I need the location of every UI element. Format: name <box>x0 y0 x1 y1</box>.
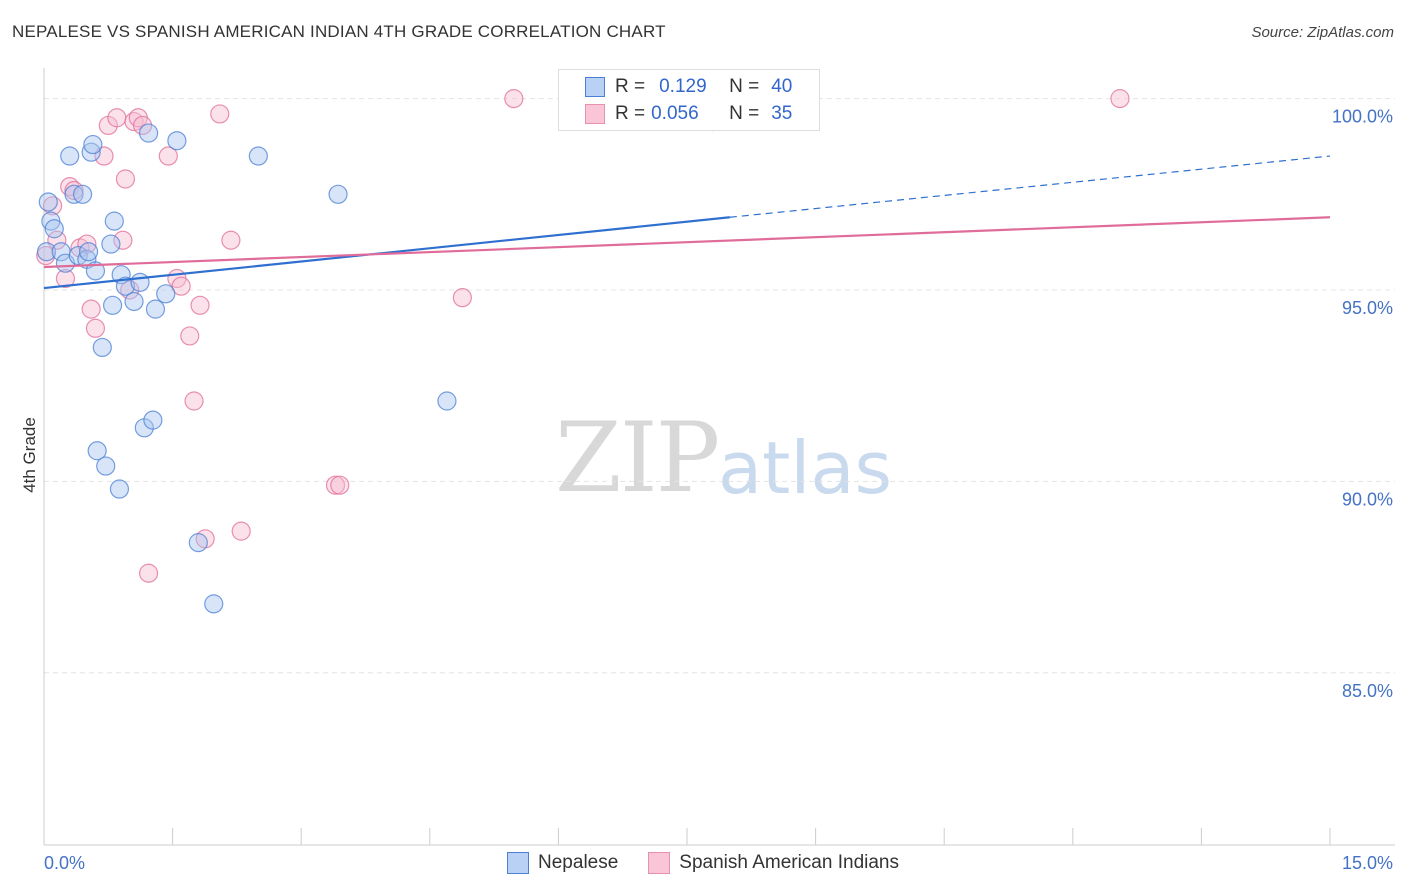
watermark-atlas: atlas <box>718 426 892 510</box>
x-tick-labels: 0.0% 15.0% <box>44 853 1393 873</box>
legend-n-value: 40 <box>771 76 793 97</box>
legend-n-value: 35 <box>771 103 793 124</box>
legend-item-spanish-american-indians[interactable]: Spanish American Indians <box>648 852 899 874</box>
legend-swatch-nepalese <box>585 77 605 97</box>
spanish-american-indians-point <box>107 108 127 128</box>
nepalese-point <box>83 134 103 155</box>
legend-n-label: N = <box>729 103 760 124</box>
nepalese-point <box>145 299 166 319</box>
source-credit: Source: ZipAtlas.com <box>1251 24 1394 41</box>
nepalese-point <box>81 142 101 162</box>
nepalese-point <box>138 123 159 143</box>
y-tick-label: 90.0% <box>1342 489 1393 509</box>
y-tick-label: 85.0% <box>1342 681 1393 701</box>
spanish-american-indians-point <box>85 318 106 338</box>
spanish-american-indians-trend-line <box>43 216 1331 269</box>
chart-title: NEPALESE VS SPANISH AMERICAN INDIAN 4TH … <box>12 22 666 41</box>
spanish-american-indians-point <box>55 268 76 289</box>
spanish-american-indians-point <box>81 299 101 319</box>
spanish-american-indians-point <box>330 475 350 495</box>
series-legend: Nepalese Spanish American Indians <box>0 852 1406 874</box>
y-axis-label: 4th Grade <box>20 417 39 493</box>
nepalese-point <box>248 146 268 166</box>
spanish-american-indians-point <box>452 288 472 308</box>
legend-swatch-spanish-american-indians <box>585 104 605 124</box>
spanish-american-indians-point <box>94 146 114 166</box>
spanish-american-indians-point <box>221 230 241 250</box>
nepalese-point <box>96 456 116 476</box>
spanish-american-indians-point <box>504 89 524 109</box>
nepalese-point <box>92 337 112 358</box>
spanish-american-indians-point <box>325 475 346 495</box>
y-tick-label: 95.0% <box>1342 298 1393 318</box>
nepalese-point <box>36 242 57 262</box>
spanish-american-indians-point <box>210 104 230 124</box>
legend-label-spanish-american-indians: Spanish American Indians <box>679 852 899 873</box>
nepalese-point <box>85 261 106 281</box>
nepalese-point <box>60 146 80 166</box>
nepalese-point <box>156 284 176 304</box>
spanish-american-indians-point <box>171 276 191 296</box>
legend-item-nepalese[interactable]: Nepalese <box>507 852 618 874</box>
spanish-american-indians-point <box>1110 89 1130 109</box>
nepalese-point <box>102 295 123 315</box>
legend-n-label: N = <box>729 76 760 97</box>
legend-row-spanish-american-indians: R = 0.056 N = 35 <box>585 101 792 127</box>
nepalese-point <box>38 192 58 212</box>
spanish-american-indians-point <box>158 146 178 166</box>
nepalese-point <box>44 219 64 239</box>
trend-lines <box>43 155 1331 290</box>
nepalese-point <box>167 131 187 151</box>
nepalese-point <box>188 533 208 553</box>
stats-legend: R = 0.129 N = 40 R = 0.056 N = 35 <box>558 69 820 131</box>
spanish-american-indians-point <box>184 391 204 411</box>
spanish-american-indians-point <box>231 521 251 541</box>
nepalese-point <box>204 594 224 614</box>
data-points <box>36 89 1130 614</box>
gridlines <box>44 98 1395 674</box>
nepalese-point <box>109 479 130 499</box>
legend-row-nepalese: R = 0.129 N = 40 <box>585 74 792 100</box>
legend-r-label: R = <box>615 103 646 124</box>
spanish-american-indians-point <box>132 115 153 136</box>
spanish-american-indians-point <box>138 563 159 583</box>
axes <box>43 68 1395 846</box>
legend-label-nepalese: Nepalese <box>538 852 619 873</box>
watermark-zip: ZIP <box>555 402 720 514</box>
y-tick-label: 100.0% <box>1332 107 1393 127</box>
nepalese-point <box>72 184 93 204</box>
nepalese-point <box>104 211 124 231</box>
nepalese-point <box>328 184 348 204</box>
spanish-american-indians-point <box>190 295 210 315</box>
legend-r-value: 0.056 <box>651 103 699 124</box>
legend-swatch-nepalese <box>507 852 530 874</box>
nepalese-point <box>101 234 121 254</box>
x-tick-label: 15.0% <box>1342 853 1393 873</box>
legend-swatch-spanish-american-indians <box>648 852 671 874</box>
nepalese-point <box>115 276 136 296</box>
nepalese-point <box>87 441 107 461</box>
nepalese-point <box>124 291 144 312</box>
nepalese-point <box>130 272 150 292</box>
nepalese-point <box>78 242 99 262</box>
legend-r-label: R = <box>615 76 646 97</box>
legend-r-value: 0.129 <box>659 76 707 97</box>
nepalese-trend-extension <box>729 155 1331 218</box>
y-tick-labels: 85.0% 90.0% 95.0% 100.0% <box>1332 107 1393 701</box>
nepalese-point <box>143 410 163 430</box>
x-tick-label: 0.0% <box>44 853 85 873</box>
nepalese-point <box>437 391 457 411</box>
spanish-american-indians-point <box>180 326 200 346</box>
spanish-american-indians-point <box>113 230 133 250</box>
spanish-american-indians-point <box>115 169 136 189</box>
